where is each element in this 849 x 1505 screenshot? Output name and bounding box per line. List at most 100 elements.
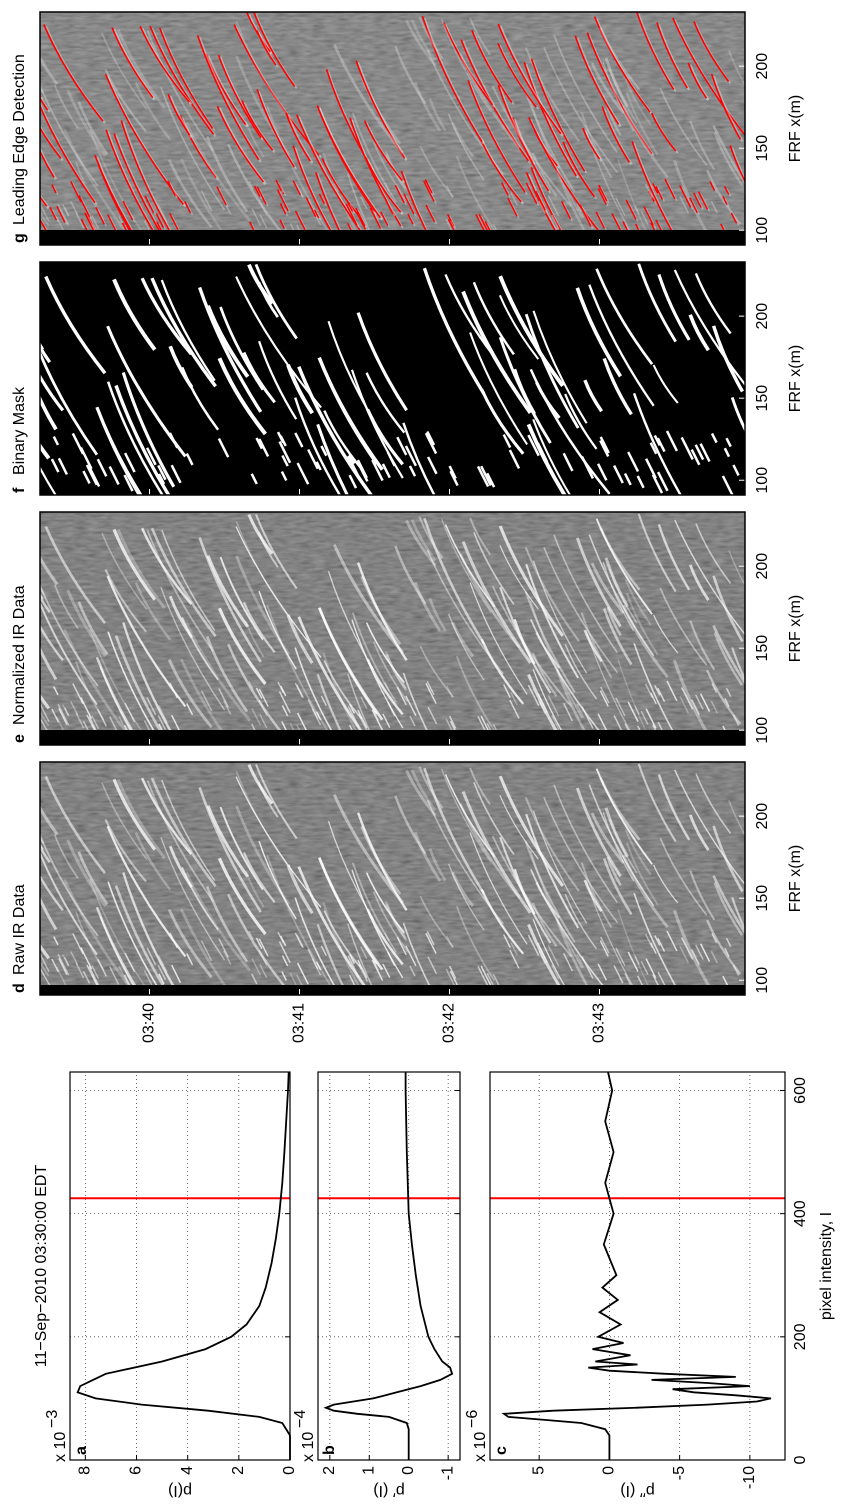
edge-line <box>656 22 688 89</box>
edge-line <box>497 84 550 192</box>
mask-streak <box>562 452 574 472</box>
panel-title: Raw IR Data <box>11 884 28 975</box>
mask-streak <box>651 474 664 494</box>
wave-streak <box>606 856 622 886</box>
wave-streak <box>242 852 276 904</box>
wave-streak <box>480 888 525 955</box>
mask-streak <box>612 465 624 484</box>
wave-streak <box>323 910 363 970</box>
panel-frame <box>39 761 746 996</box>
wave-streak <box>167 659 213 729</box>
wave-streak <box>530 869 611 995</box>
shore-strip <box>40 985 745 995</box>
wave-streak <box>644 183 654 199</box>
wave-streak <box>602 858 633 916</box>
mask-streak <box>652 364 679 404</box>
wave-streak <box>396 686 407 706</box>
wave-streak <box>40 913 50 977</box>
wave-streak <box>169 682 178 699</box>
wave-streak <box>198 786 262 913</box>
wave-streak <box>657 524 691 591</box>
wave-streak <box>349 203 356 214</box>
wave-streak <box>451 871 475 908</box>
wave-streak <box>277 931 284 944</box>
mask-streak <box>317 356 384 471</box>
edge-line <box>155 213 165 229</box>
wave-streak <box>227 643 285 737</box>
wave-streak <box>699 943 711 962</box>
wave-streak <box>40 602 64 662</box>
wave-streak <box>281 705 289 717</box>
mask-streak <box>448 465 457 479</box>
wave-streak <box>425 182 437 204</box>
wave-streak <box>710 950 718 964</box>
wave-streak <box>563 702 574 722</box>
wave-streak <box>423 767 485 895</box>
wave-streak <box>198 536 262 663</box>
mask-streak <box>680 436 694 460</box>
wave-streak <box>447 863 485 931</box>
wave-streak <box>296 684 305 699</box>
edge-line <box>78 195 91 218</box>
wave-streak <box>725 937 732 947</box>
mask-streak <box>170 464 182 484</box>
wave-streak <box>277 181 284 194</box>
wave-streak <box>654 935 661 946</box>
mask-streak <box>480 465 492 486</box>
wave-streak <box>281 721 287 731</box>
wave-streak <box>543 547 619 674</box>
wave-streak <box>384 682 390 692</box>
wave-streak <box>40 905 51 960</box>
edge-line <box>497 23 562 135</box>
mask-streak <box>356 312 408 412</box>
wave-streak <box>659 587 708 666</box>
mask-streak <box>656 437 666 453</box>
edge-line <box>40 68 42 98</box>
wave-streak <box>728 550 745 614</box>
wave-streak <box>134 582 172 641</box>
x-tick-label: 100 <box>754 217 771 244</box>
mask-streak <box>673 269 745 398</box>
wave-streak <box>491 585 572 707</box>
wave-streak <box>602 61 635 132</box>
wave-streak <box>446 935 454 948</box>
wave-streak <box>547 195 560 217</box>
wave-streak <box>657 187 666 202</box>
edge-line <box>292 180 302 196</box>
wave-streak <box>371 209 384 231</box>
wave-streak <box>599 940 609 957</box>
y-tick-label: 2 <box>321 1466 338 1475</box>
edge-line <box>285 112 311 162</box>
edge-line <box>380 211 389 227</box>
wave-streak <box>248 930 254 940</box>
mask-streak <box>96 458 108 477</box>
mask-streak <box>50 458 60 473</box>
wave-streak <box>206 555 249 628</box>
edge-line <box>241 100 274 151</box>
wave-streak <box>405 195 417 217</box>
wave-streak <box>186 953 194 966</box>
edge-line <box>294 210 307 233</box>
wave-streak <box>332 793 405 904</box>
wave-streak <box>351 612 397 703</box>
mask-streak <box>257 281 279 318</box>
mask-streak <box>168 432 179 449</box>
edge-line <box>523 61 577 177</box>
edge-line <box>345 203 358 226</box>
mask-streak <box>527 434 540 457</box>
mask-streak <box>95 406 163 495</box>
wave-streak <box>604 557 629 608</box>
y-axis-label: p′′ (I) <box>620 1482 654 1499</box>
wave-streak <box>394 795 427 855</box>
data-line <box>501 1071 772 1460</box>
wave-streak <box>124 202 136 223</box>
wave-streak <box>728 50 745 114</box>
wave-streak <box>711 683 718 693</box>
wave-streak <box>459 803 521 899</box>
wave-streak <box>382 713 391 729</box>
edge-line <box>347 201 354 212</box>
wave-streak <box>40 80 99 187</box>
wave-streak <box>402 172 457 245</box>
wave-streak <box>169 932 178 949</box>
wave-streak <box>637 763 677 843</box>
